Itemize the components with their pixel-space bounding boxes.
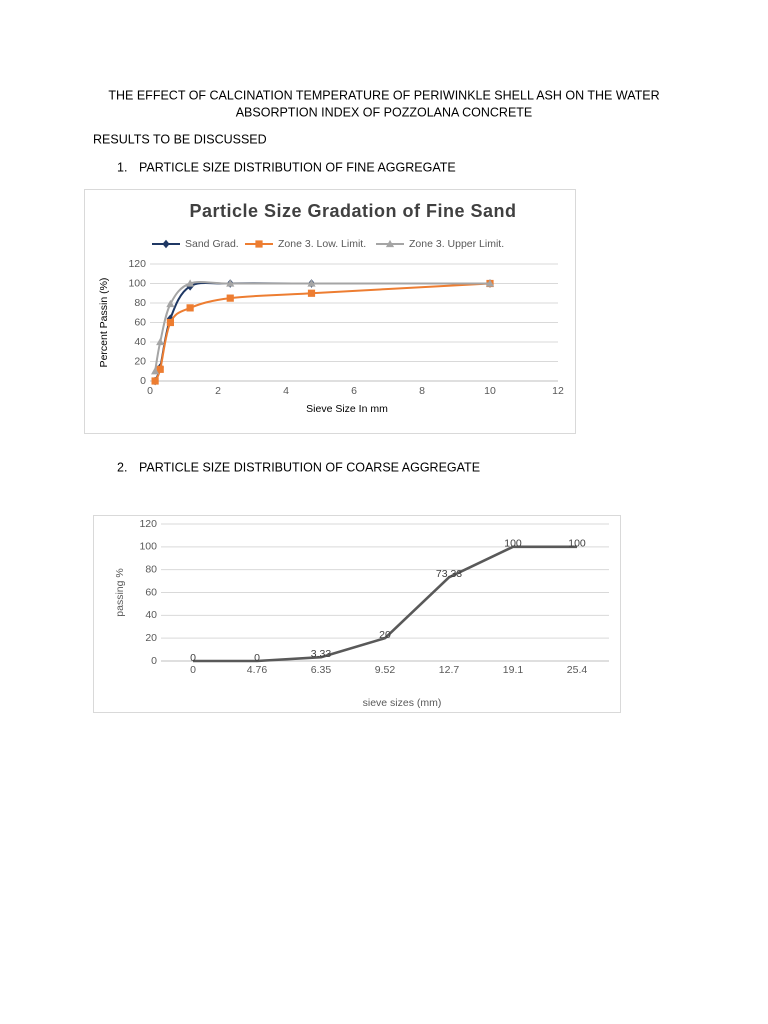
item-text: PARTICLE SIZE DISTRIBUTION OF FINE AGGRE…	[139, 160, 456, 174]
chart: 0 20 40 60 80 100 120 sieve sizes (mm) passing %…	[114, 518, 609, 709]
y-tick-label: 80	[134, 297, 146, 309]
y-tick-label: 120	[139, 518, 157, 530]
marker	[226, 279, 235, 287]
marker	[226, 294, 234, 302]
x-tick-label: 6.35	[311, 664, 332, 676]
x-tick-label: 25.4	[567, 664, 588, 676]
marker	[385, 239, 395, 248]
legend-label: Sand Grad.	[185, 238, 239, 250]
x-tick-label: 4	[283, 385, 289, 397]
y-axis-label: passing %	[114, 568, 126, 616]
series-line	[154, 281, 490, 382]
x-tick-label: 6	[351, 385, 357, 397]
marker	[151, 377, 159, 385]
data-label: 0	[254, 652, 260, 664]
series-line	[154, 281, 490, 372]
marker	[162, 239, 170, 249]
marker	[485, 279, 495, 287]
marker	[186, 279, 195, 287]
item-number: 2.	[117, 460, 127, 474]
x-tick-label: 10	[484, 385, 496, 397]
data-label: 73.33	[436, 568, 462, 580]
marker	[307, 279, 316, 287]
x-tick-label: 9.52	[375, 664, 396, 676]
chart-frame	[93, 515, 621, 713]
x-tick-label: 12	[552, 385, 564, 397]
x-tick-label: 12.7	[439, 664, 460, 676]
y-tick-label: 60	[134, 316, 146, 328]
marker	[156, 337, 165, 346]
y-tick-label: 20	[145, 632, 157, 644]
x-tick-label: 2	[215, 385, 221, 397]
marker	[255, 240, 263, 248]
doc-title: ABSORPTION INDEX OF POZZOLANA CONCRETE	[236, 105, 533, 119]
x-tick-label: 0	[190, 664, 196, 676]
x-axis-label: sieve sizes (mm)	[363, 697, 442, 709]
x-tick-label: 0	[147, 385, 153, 397]
marker	[307, 289, 316, 297]
y-tick-label: 120	[128, 258, 146, 270]
data-label: 100	[568, 538, 586, 550]
y-tick-label: 40	[134, 336, 146, 348]
marker	[166, 318, 174, 327]
marker	[166, 299, 175, 308]
legend-label: Zone 3. Upper Limit.	[409, 238, 504, 250]
section-heading: RESULTS TO BE DISCUSSED	[93, 132, 267, 146]
y-tick-label: 100	[139, 541, 157, 553]
data-label: 100	[504, 538, 522, 550]
data-label: 3.33	[311, 648, 332, 660]
marker	[156, 365, 164, 373]
y-tick-label: 40	[145, 609, 157, 621]
item-text: PARTICLE SIZE DISTRIBUTION OF COARSE AGG…	[139, 460, 480, 474]
x-tick-label: 4.76	[247, 664, 268, 676]
marker	[151, 367, 160, 375]
doc-title: THE EFFECT OF CALCINATION TEMPERATURE OF…	[108, 88, 659, 102]
y-tick-label: 80	[145, 563, 157, 575]
x-axis-label: Sieve Size In mm	[306, 403, 388, 415]
series-line	[154, 282, 491, 382]
chart-frame	[84, 189, 576, 434]
series-line	[193, 545, 577, 663]
data-label: 20	[379, 629, 391, 641]
y-tick-label: 100	[128, 277, 146, 289]
y-tick-label: 60	[145, 586, 157, 598]
item-number: 1.	[117, 160, 127, 174]
chart-title: Particle Size Gradation of Fine Sand	[189, 201, 516, 221]
data-label: 0	[190, 652, 196, 664]
y-tick-label: 20	[134, 355, 146, 367]
y-tick-label: 0	[140, 375, 146, 387]
y-axis-label: Percent Passin (%)	[98, 278, 110, 368]
marker	[186, 304, 194, 312]
legend-label: Zone 3. Low. Limit.	[278, 238, 366, 250]
x-tick-label: 19.1	[503, 664, 524, 676]
y-tick-label: 0	[151, 655, 157, 667]
x-tick-label: 8	[419, 385, 425, 397]
